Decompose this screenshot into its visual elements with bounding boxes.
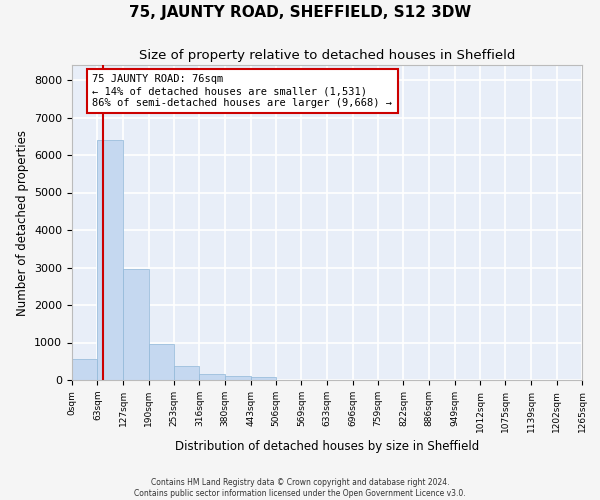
Y-axis label: Number of detached properties: Number of detached properties [16,130,29,316]
Bar [174,366,199,380]
Bar [225,376,251,380]
Text: Contains HM Land Registry data © Crown copyright and database right 2024.
Contai: Contains HM Land Registry data © Crown c… [134,478,466,498]
Bar [123,270,149,380]
Bar [199,374,225,380]
Bar [251,377,276,380]
Bar [72,360,97,380]
X-axis label: Distribution of detached houses by size in Sheffield: Distribution of detached houses by size … [175,440,479,453]
Text: 75 JAUNTY ROAD: 76sqm
← 14% of detached houses are smaller (1,531)
86% of semi-d: 75 JAUNTY ROAD: 76sqm ← 14% of detached … [92,74,392,108]
Bar [149,344,174,380]
Text: 75, JAUNTY ROAD, SHEFFIELD, S12 3DW: 75, JAUNTY ROAD, SHEFFIELD, S12 3DW [129,5,471,20]
Bar [97,140,123,380]
Title: Size of property relative to detached houses in Sheffield: Size of property relative to detached ho… [139,50,515,62]
